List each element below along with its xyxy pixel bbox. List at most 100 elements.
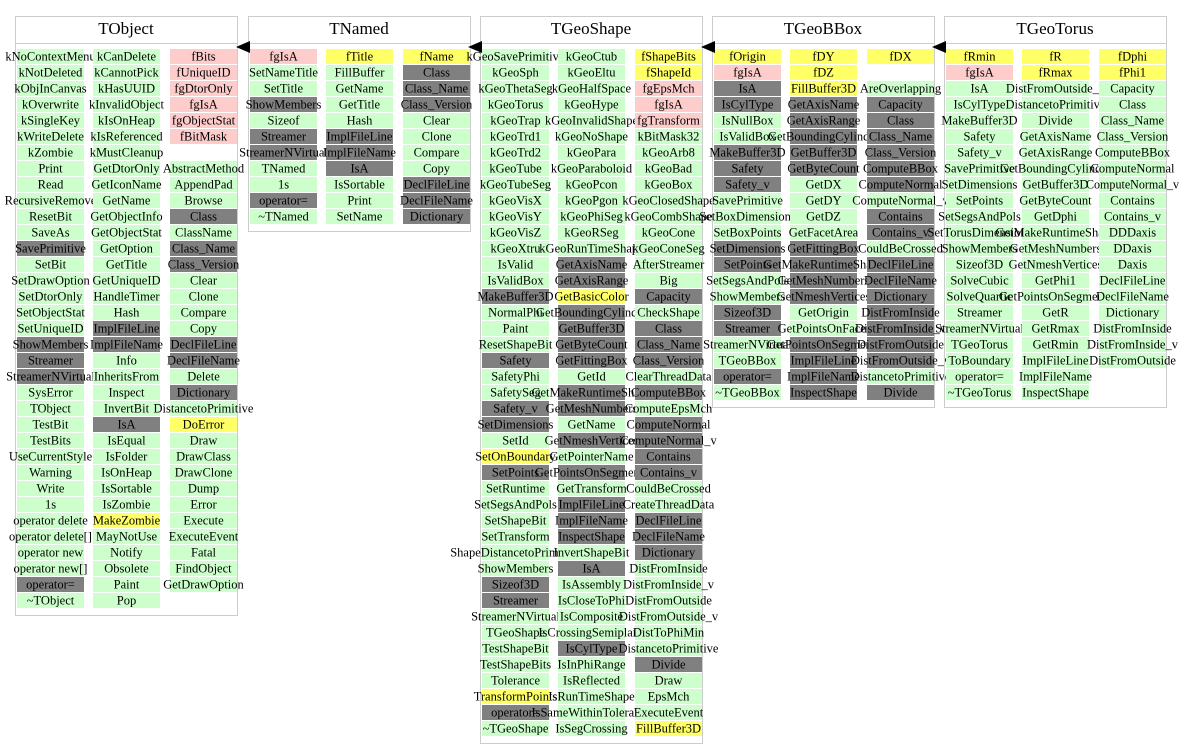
member-cell xyxy=(558,593,625,608)
member-name: ComputeBBox xyxy=(1095,145,1171,159)
member-cell xyxy=(714,97,781,112)
member-name: kGeoClosedShape xyxy=(622,193,715,207)
member-name: kZombie xyxy=(28,145,74,159)
inheritance-arrow xyxy=(468,41,482,53)
member-cell xyxy=(482,49,549,64)
member-name: operator= xyxy=(491,705,540,719)
member-name: IsRunTimeShape xyxy=(548,689,635,703)
class-title: TGeoShape xyxy=(551,19,631,38)
member-cell xyxy=(1099,113,1166,128)
member-cell xyxy=(93,129,160,144)
member-name: CouldBeCrossed xyxy=(858,241,943,255)
member-name: kGeoBad xyxy=(645,161,693,175)
member-name: Safety_v xyxy=(725,177,770,191)
member-cell xyxy=(482,609,549,624)
member-cell xyxy=(93,577,160,592)
member-cell xyxy=(250,145,317,160)
member-name: FillBuffer xyxy=(335,65,386,79)
member-name: IsSegCrossing xyxy=(555,721,628,735)
member-cell xyxy=(635,577,702,592)
member-name: Capacity xyxy=(1110,81,1155,95)
member-cell xyxy=(946,193,1013,208)
member-name: kIsReferenced xyxy=(90,129,163,143)
member-name: SetSegsAndPols xyxy=(706,273,789,287)
member-name: kGeoBox xyxy=(645,177,694,191)
member-name: ClearThreadData xyxy=(625,369,712,383)
member-name: ~TGeoShape xyxy=(483,721,549,735)
member-name: GetByteCount xyxy=(555,337,628,351)
member-cell xyxy=(93,225,160,240)
member-name: Class_Name xyxy=(1101,113,1165,127)
member-cell xyxy=(635,449,702,464)
member-name: kBitMask32 xyxy=(638,129,700,143)
member-cell xyxy=(946,209,1013,224)
class-title: TNamed xyxy=(329,19,389,38)
member-name: fDX xyxy=(889,49,911,63)
member-name: GetAxisRange xyxy=(555,273,629,287)
member-name: AbstractMethod xyxy=(163,161,245,175)
member-cell xyxy=(635,177,702,192)
member-cell xyxy=(1099,273,1166,288)
member-name: DistFromOutside_v xyxy=(851,353,951,367)
member-cell xyxy=(1099,289,1166,304)
member-name: Divide xyxy=(883,385,917,399)
member-cell xyxy=(558,193,625,208)
member-cell xyxy=(867,353,934,368)
member-name: GetObjectInfo xyxy=(90,209,162,223)
member-cell xyxy=(635,369,702,384)
member-name: Sizeof xyxy=(268,113,301,127)
member-cell xyxy=(326,177,393,192)
member-cell xyxy=(17,241,84,256)
member-name: MakeBuffer3D xyxy=(709,145,785,159)
member-name: Clone xyxy=(189,289,219,303)
member-cell xyxy=(250,177,317,192)
member-name: IsEqual xyxy=(107,433,146,447)
member-cell xyxy=(790,129,857,144)
class-outline xyxy=(15,16,238,616)
member-name: TestShapeBits xyxy=(480,657,551,671)
member-name: kGeoTrd1 xyxy=(490,129,541,143)
member-cell xyxy=(635,705,702,720)
member-name: ShowMembers xyxy=(246,97,322,111)
member-cell xyxy=(403,177,470,192)
member-name: GetR xyxy=(1042,305,1069,319)
member-name: Safety xyxy=(732,161,765,175)
member-cell xyxy=(170,241,237,256)
member-cell xyxy=(1099,81,1166,96)
member-cell xyxy=(635,353,702,368)
member-cell xyxy=(558,289,625,304)
member-cell xyxy=(326,145,393,160)
member-name: IsCylType xyxy=(722,97,774,111)
member-name: fDphi xyxy=(1118,49,1148,63)
member-name: 1s xyxy=(45,497,56,511)
member-cell xyxy=(558,433,625,448)
member-cell xyxy=(93,561,160,576)
member-name: kGeoTrap xyxy=(490,113,540,127)
member-name: Class_Version xyxy=(168,257,240,271)
member-cell xyxy=(1099,193,1166,208)
member-cell xyxy=(714,385,781,400)
member-cell xyxy=(558,385,625,400)
member-cell xyxy=(1022,225,1089,240)
member-cell xyxy=(1022,305,1089,320)
member-name: GetFittingBox xyxy=(787,241,860,255)
member-cell xyxy=(635,337,702,352)
member-name: fgIsA xyxy=(733,65,761,79)
member-name: SetShapeBit xyxy=(485,513,547,527)
member-name: Read xyxy=(38,177,64,191)
member-name: DeclFileName xyxy=(400,193,473,207)
member-cell xyxy=(17,273,84,288)
member-cell xyxy=(1022,369,1089,384)
member-name: DeclFileName xyxy=(1096,289,1169,303)
member-cell xyxy=(170,577,237,592)
member-name: kGeoThetaSeg xyxy=(478,81,553,95)
member-cell xyxy=(635,113,702,128)
member-cell xyxy=(93,433,160,448)
class-outline xyxy=(248,16,471,232)
member-name: GetDphi xyxy=(1034,209,1078,223)
member-cell xyxy=(482,177,549,192)
member-name: GetBuffer3D xyxy=(1023,177,1089,191)
member-name: ImplFileLine xyxy=(791,353,857,367)
member-name: StreamerNVirtual xyxy=(703,337,792,351)
member-cell xyxy=(170,65,237,80)
